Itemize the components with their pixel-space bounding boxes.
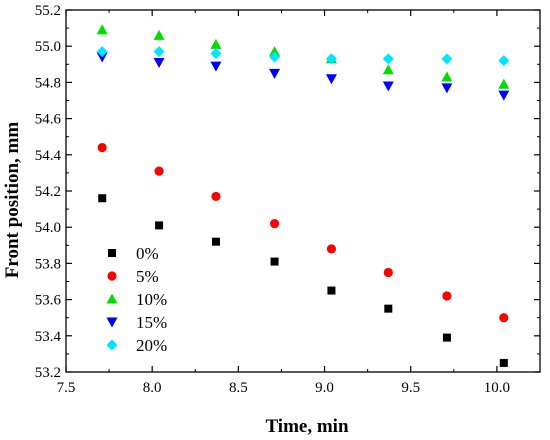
y-tick-label: 53.6 xyxy=(35,293,62,309)
data-point xyxy=(210,38,222,49)
data-point xyxy=(153,46,165,58)
x-tick-label: 8.5 xyxy=(229,380,248,396)
data-point xyxy=(269,218,280,229)
data-point xyxy=(325,53,337,65)
legend-marker xyxy=(108,249,116,257)
plot-area: 7.5 8.0 8.5 9.0 9.5 10.0 53.2 53.4 53.6 53.8 54.0 5… xyxy=(35,3,541,396)
data-point xyxy=(384,304,393,313)
data-point xyxy=(326,244,337,254)
y-tick-label: 54.8 xyxy=(35,75,61,91)
data-point xyxy=(98,194,107,203)
data-point xyxy=(211,191,221,202)
data-point xyxy=(498,55,510,67)
y-tick-label: 54.4 xyxy=(35,148,62,164)
data-point xyxy=(442,291,452,301)
y-axis-title: Front position, mm xyxy=(2,122,23,279)
data-point xyxy=(210,47,222,59)
x-tick-label: 9.0 xyxy=(315,380,334,396)
data-point xyxy=(96,52,108,63)
data-point xyxy=(269,68,281,79)
data-point xyxy=(498,90,510,101)
data-point xyxy=(499,313,509,323)
y-tick-label: 54.6 xyxy=(35,112,62,128)
data-point xyxy=(96,24,108,35)
data-point xyxy=(383,267,393,278)
data-point xyxy=(382,81,394,92)
legend-marker xyxy=(106,317,118,328)
data-point xyxy=(97,142,107,153)
x-tick-label: 9.5 xyxy=(401,380,420,396)
legend-label: 20% xyxy=(136,336,167,355)
data-point xyxy=(441,53,453,65)
legend-label: 5% xyxy=(136,267,159,286)
data-point xyxy=(270,257,279,266)
y-tick-label: 54.0 xyxy=(35,220,61,236)
data-point xyxy=(269,46,281,57)
legend-label: 0% xyxy=(136,244,159,263)
data-point xyxy=(442,333,451,342)
data-point xyxy=(154,166,164,176)
data-point xyxy=(153,29,165,40)
y-tick-label: 53.8 xyxy=(35,256,61,272)
data-point xyxy=(327,286,336,295)
legend-marker xyxy=(107,271,117,281)
legend-label: 10% xyxy=(136,290,167,309)
x-axis-title: Time, min xyxy=(265,416,348,437)
data-point xyxy=(441,83,453,94)
data-point xyxy=(210,61,222,72)
y-tick-label: 54.2 xyxy=(35,184,61,200)
y-tick-label: 53.2 xyxy=(35,365,61,381)
x-tick-label: 8.0 xyxy=(143,380,162,396)
y-tick-label: 55.0 xyxy=(35,39,61,55)
legend-marker xyxy=(106,339,118,351)
legend-label: 15% xyxy=(136,313,167,332)
data-point xyxy=(499,358,508,367)
x-tick-label: 10.0 xyxy=(484,380,510,396)
data-point xyxy=(441,71,453,82)
data-point xyxy=(96,46,108,58)
y-tick-label: 55.2 xyxy=(35,3,61,19)
data-point xyxy=(269,51,281,63)
data-point xyxy=(498,78,510,89)
data-point xyxy=(153,57,165,68)
data-point xyxy=(211,237,220,246)
data-point xyxy=(382,64,394,75)
y-tick-label: 53.4 xyxy=(35,329,62,345)
x-tick-label: 7.5 xyxy=(57,380,76,396)
data-point xyxy=(325,74,337,85)
data-point xyxy=(155,221,164,230)
data-point xyxy=(382,53,394,65)
legend-marker xyxy=(106,293,118,304)
